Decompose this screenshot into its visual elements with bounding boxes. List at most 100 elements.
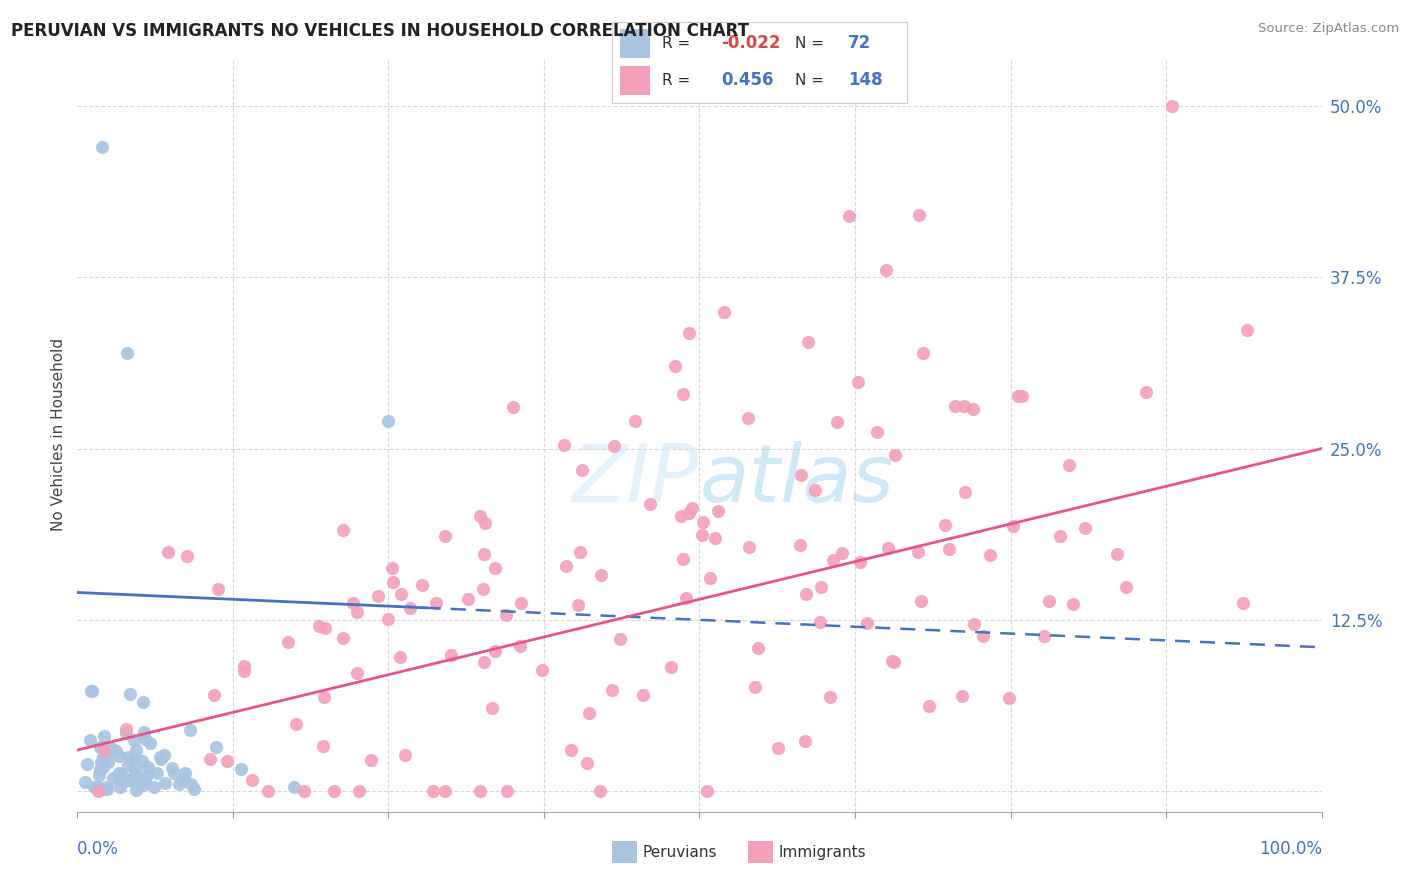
Point xyxy=(481,701,503,715)
Point xyxy=(349,784,371,798)
Point xyxy=(314,621,336,635)
Text: 72: 72 xyxy=(848,34,872,52)
Text: Peruvians: Peruvians xyxy=(643,845,717,860)
Point xyxy=(93,729,115,743)
Point xyxy=(121,753,143,767)
Point xyxy=(744,680,766,694)
Point xyxy=(818,690,841,704)
Point xyxy=(389,650,412,665)
Point xyxy=(389,587,412,601)
Point xyxy=(117,750,139,764)
Point xyxy=(91,749,114,764)
Point xyxy=(411,578,433,592)
Point xyxy=(360,753,382,767)
Point xyxy=(876,541,898,555)
Point xyxy=(825,415,848,429)
Point xyxy=(638,497,661,511)
Point xyxy=(846,376,869,390)
Point xyxy=(257,784,280,798)
Point xyxy=(560,743,582,757)
Point xyxy=(97,755,120,769)
Point xyxy=(609,632,631,646)
Point xyxy=(502,400,524,414)
Point xyxy=(131,754,153,768)
Point xyxy=(150,752,173,766)
Point xyxy=(285,716,308,731)
Point xyxy=(474,547,496,561)
Point xyxy=(692,516,714,530)
Point xyxy=(510,596,533,610)
Point xyxy=(346,605,368,619)
Point xyxy=(907,208,929,222)
Point xyxy=(917,698,939,713)
Point xyxy=(399,600,422,615)
Text: 148: 148 xyxy=(848,71,883,89)
Point xyxy=(910,594,932,608)
Point xyxy=(367,589,389,603)
Text: Immigrants: Immigrants xyxy=(779,845,866,860)
Point xyxy=(233,659,256,673)
Point xyxy=(938,541,960,556)
Point xyxy=(696,784,718,798)
Point xyxy=(332,523,354,537)
Point xyxy=(107,772,129,786)
Point xyxy=(183,782,205,797)
Point xyxy=(125,743,148,757)
Point xyxy=(160,761,183,775)
Point xyxy=(1135,384,1157,399)
Point xyxy=(89,768,111,782)
Point xyxy=(953,484,976,499)
Text: atlas: atlas xyxy=(700,441,894,519)
Point xyxy=(794,734,817,748)
Point xyxy=(1057,458,1080,473)
Point xyxy=(91,140,114,154)
Point xyxy=(87,784,110,798)
Point xyxy=(163,766,186,780)
Point xyxy=(394,747,416,762)
Point xyxy=(76,757,98,772)
Point xyxy=(118,687,141,701)
Point xyxy=(600,682,623,697)
Point xyxy=(530,663,553,677)
Point xyxy=(737,410,759,425)
Point xyxy=(134,774,156,789)
Point xyxy=(602,439,624,453)
Point xyxy=(107,771,129,785)
Point xyxy=(180,777,202,791)
Point xyxy=(207,582,229,597)
Point xyxy=(91,760,114,774)
Point xyxy=(747,640,769,655)
Point xyxy=(681,500,703,515)
Point xyxy=(950,689,973,703)
Point xyxy=(146,765,169,780)
Point xyxy=(1236,323,1258,337)
Point xyxy=(589,784,612,798)
Point xyxy=(89,762,111,776)
Point xyxy=(425,596,447,610)
Point xyxy=(578,706,600,720)
Bar xyxy=(620,66,650,95)
Point xyxy=(169,777,191,791)
Point xyxy=(768,741,790,756)
Point xyxy=(80,684,103,698)
Text: -0.022: -0.022 xyxy=(721,34,780,52)
Point xyxy=(571,463,593,477)
Point xyxy=(962,401,984,416)
Point xyxy=(671,387,693,401)
Point xyxy=(823,553,845,567)
Point xyxy=(713,304,735,318)
Point xyxy=(153,748,176,763)
Point xyxy=(1161,99,1184,113)
Point xyxy=(576,756,599,770)
Text: PERUVIAN VS IMMIGRANTS NO VEHICLES IN HOUSEHOLD CORRELATION CHART: PERUVIAN VS IMMIGRANTS NO VEHICLES IN HO… xyxy=(11,22,749,40)
Point xyxy=(200,752,222,766)
Point xyxy=(790,467,813,482)
Text: N =: N = xyxy=(794,72,824,87)
Point xyxy=(440,648,463,662)
Point xyxy=(131,695,153,709)
Point xyxy=(143,780,166,794)
Point xyxy=(80,684,103,698)
Point xyxy=(332,632,354,646)
Point xyxy=(972,629,994,643)
Point xyxy=(342,596,364,610)
